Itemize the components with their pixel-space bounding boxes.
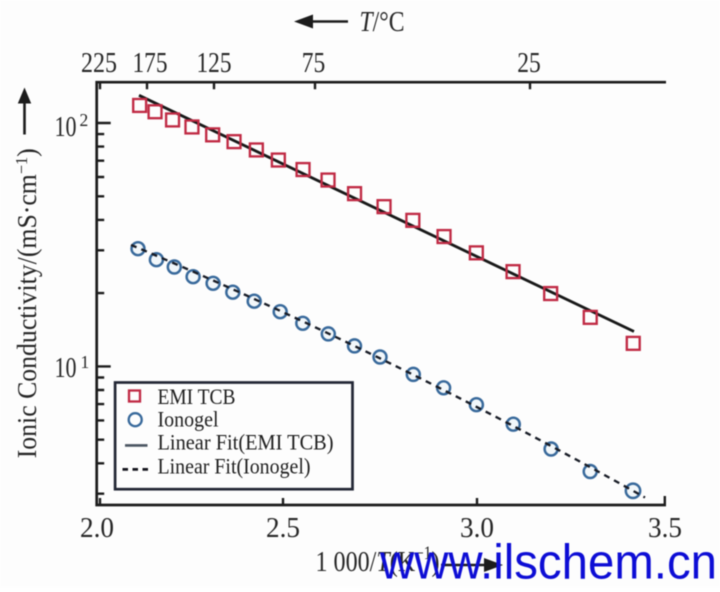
svg-text:1: 1	[81, 352, 90, 372]
svg-text:Ionic Conductivity/(mS·cm−1): Ionic Conductivity/(mS·cm−1)	[12, 148, 42, 458]
svg-text:175: 175	[133, 47, 168, 79]
svg-text:2: 2	[80, 110, 89, 130]
svg-text:www.ilschem.cn: www.ilschem.cn	[379, 534, 717, 587]
svg-text:Ionogel: Ionogel	[158, 406, 219, 431]
svg-text:3.0: 3.0	[460, 512, 494, 544]
svg-text:10: 10	[55, 353, 77, 384]
svg-text:125: 125	[197, 47, 232, 79]
svg-text:3.5: 3.5	[648, 512, 682, 544]
svg-text:EMI TCB: EMI TCB	[158, 384, 236, 409]
svg-text:T/°C: T/°C	[360, 6, 405, 38]
svg-text:75: 75	[302, 47, 326, 79]
svg-text:2.5: 2.5	[266, 512, 300, 544]
svg-text:Linear Fit(EMI TCB): Linear Fit(EMI TCB)	[158, 429, 334, 454]
svg-text:Linear Fit(Ionogel): Linear Fit(Ionogel)	[158, 453, 311, 478]
svg-text:225: 225	[81, 47, 117, 79]
svg-text:25: 25	[517, 47, 541, 79]
svg-text:2.0: 2.0	[80, 512, 114, 544]
svg-text:10: 10	[55, 112, 77, 143]
